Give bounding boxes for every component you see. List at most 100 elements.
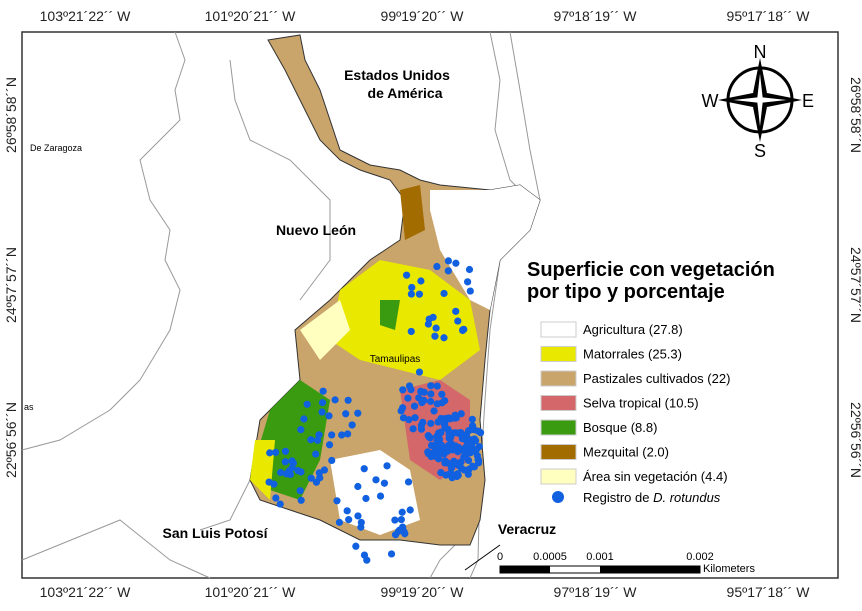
record-dot — [437, 429, 445, 437]
legend-swatch — [540, 321, 577, 338]
legend-label: Área sin vegetación (4.4) — [583, 469, 728, 484]
record-dot — [404, 478, 413, 486]
record-dot — [325, 441, 334, 449]
compass-e: E — [802, 91, 814, 111]
coord-label: 95º17´18´´ W — [727, 584, 811, 600]
record-dot — [266, 449, 274, 457]
record-dot — [407, 327, 415, 336]
record-dot — [441, 459, 449, 467]
record-dot — [424, 432, 432, 440]
record-dot — [405, 416, 413, 424]
record-dot — [345, 516, 353, 524]
record-dot — [328, 456, 336, 465]
record-dot — [297, 426, 305, 434]
record-dot — [318, 408, 326, 416]
record-dot — [452, 307, 460, 315]
coord-label: 26º58´58´´N — [3, 77, 19, 153]
record-dot — [438, 390, 446, 398]
record-dot — [420, 396, 428, 405]
legend-label-part: D. rotundus — [653, 490, 721, 505]
record-dot — [312, 450, 320, 458]
record-dot — [417, 277, 425, 285]
record-dot — [465, 265, 474, 274]
record-dot — [315, 431, 323, 439]
record-dot — [352, 542, 360, 550]
record-dot — [447, 445, 455, 453]
scale-tick: 0 — [497, 551, 503, 563]
record-dot — [435, 455, 443, 463]
record-dot — [409, 425, 417, 433]
coord-label: 22º56´56´´N — [3, 402, 19, 478]
record-dot — [300, 415, 308, 423]
record-dot — [433, 262, 441, 271]
record-dot — [473, 452, 481, 460]
record-dot — [408, 283, 416, 292]
record-dot — [325, 412, 333, 420]
record-dot — [272, 448, 280, 456]
legend-swatch — [540, 346, 577, 362]
record-dot — [343, 507, 351, 515]
legend-label: Matorrales (25.3) — [583, 347, 682, 362]
record-dot — [454, 317, 462, 325]
legend-label: Selva tropical (10.5) — [583, 396, 699, 411]
record-dot — [468, 445, 476, 454]
record-dot — [410, 402, 419, 410]
record-dot — [457, 428, 465, 437]
record-dot — [404, 394, 412, 402]
scale-tick: 0.001 — [586, 551, 614, 563]
record-dot — [348, 421, 356, 429]
record-dot — [449, 461, 457, 469]
record-dot — [380, 479, 389, 487]
scale-tick: 0.0005 — [533, 551, 567, 563]
place-label: Tamaulipas — [370, 354, 421, 365]
record-dot — [307, 436, 315, 444]
record-dot — [430, 407, 438, 415]
coord-label: 99º19´20´´ W — [381, 8, 465, 24]
record-dot — [344, 396, 352, 404]
record-dot — [424, 320, 432, 328]
record-dot — [276, 500, 284, 508]
record-dot — [387, 550, 396, 558]
place-label: Veracruz — [498, 521, 556, 537]
record-dot — [272, 494, 280, 502]
record-dot — [457, 458, 465, 466]
coord-label: 103º21´22´´ W — [40, 584, 131, 600]
coord-label: 101º20´21´´ W — [205, 8, 296, 24]
record-dot — [429, 313, 437, 321]
compass-w: W — [702, 91, 719, 111]
record-dot — [406, 506, 414, 514]
legend-record-dot — [552, 491, 564, 503]
coord-label: 26º58´58´´N — [848, 77, 862, 153]
compass-s: S — [754, 141, 766, 161]
record-dot — [281, 447, 290, 455]
record-dot — [442, 471, 450, 479]
record-dot — [307, 474, 315, 482]
scale-bar — [499, 565, 701, 574]
record-dot — [297, 468, 305, 476]
record-dot — [459, 326, 467, 334]
record-dot — [453, 470, 462, 478]
legend-label: Pastizales cultivados (22) — [583, 371, 730, 386]
record-dot — [444, 257, 453, 265]
record-dot — [440, 450, 448, 458]
state-borders — [21, 31, 541, 579]
record-dot — [344, 430, 352, 438]
compass-n: N — [754, 42, 767, 62]
vegetation — [250, 185, 540, 535]
coord-label: 24º57´57´´N — [848, 247, 862, 323]
coord-label: 97º18´19´´ W — [554, 584, 638, 600]
record-dot — [470, 463, 478, 471]
place-label: de América — [368, 85, 443, 101]
coord-label: 95º17´18´´ W — [727, 8, 811, 24]
record-dot — [315, 469, 323, 477]
record-dot — [411, 414, 419, 422]
place-label: Estados Unidos — [344, 67, 450, 83]
legend-swatch — [540, 444, 577, 460]
scale-unit: Kilometers — [703, 563, 755, 575]
coordinates: 103º21´22´´ W 101º20´21´´ W 99º19´20´´ W 97… — [3, 8, 862, 600]
record-dot — [441, 397, 449, 405]
legend-label: Registro de D. rotundus — [583, 490, 721, 505]
record-dot — [357, 523, 365, 531]
record-dot — [470, 435, 479, 443]
